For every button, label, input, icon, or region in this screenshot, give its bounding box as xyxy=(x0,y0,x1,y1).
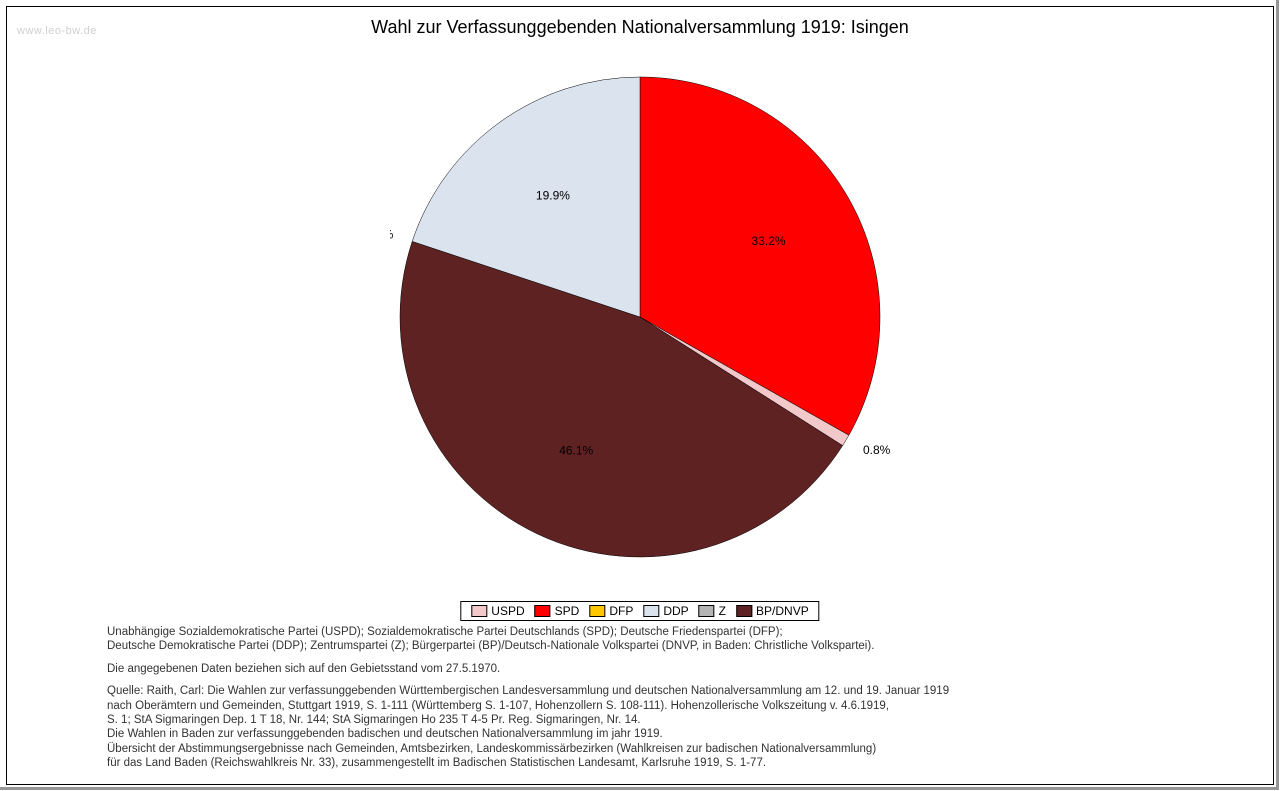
pie-label-spd: 33.2% xyxy=(752,234,786,248)
legend-swatch xyxy=(535,605,551,617)
legend-label: BP/DNVP xyxy=(756,604,809,618)
pie-chart: 33.2%0.8%46.1%0.0%19.9%0.0% xyxy=(390,67,890,567)
pie-label-uspd: 0.8% xyxy=(863,443,890,457)
legend-swatch xyxy=(699,605,715,617)
footer-text: Unabhängige Sozialdemokratische Partei (… xyxy=(107,625,1253,778)
legend-item-spd: SPD xyxy=(535,604,580,618)
chart-frame-outer: www.leo-bw.de Wahl zur Verfassunggebende… xyxy=(0,0,1279,790)
legend-label: DDP xyxy=(663,604,688,618)
legend-label: Z xyxy=(719,604,726,618)
legend-item-bp-dnvp: BP/DNVP xyxy=(736,604,809,618)
pie-label-z: 0.0% xyxy=(390,227,394,241)
footer-party-glossary: Unabhängige Sozialdemokratische Partei (… xyxy=(107,625,1253,654)
legend-swatch xyxy=(643,605,659,617)
legend-item-ddp: DDP xyxy=(643,604,688,618)
legend-item-z: Z xyxy=(699,604,726,618)
pie-label-bp-dnvp: 46.1% xyxy=(559,444,593,458)
legend-label: USPD xyxy=(491,604,524,618)
legend-item-dfp: DFP xyxy=(589,604,633,618)
legend: USPD SPD DFP DDP Z BP/DNVP xyxy=(460,601,819,621)
legend-swatch xyxy=(736,605,752,617)
chart-frame-inner: www.leo-bw.de Wahl zur Verfassunggebende… xyxy=(6,6,1274,785)
legend-label: SPD xyxy=(555,604,580,618)
footer-source: Quelle: Raith, Carl: Die Wahlen zur verf… xyxy=(107,684,1253,770)
legend-swatch xyxy=(471,605,487,617)
legend-label: DFP xyxy=(609,604,633,618)
pie-svg: 33.2%0.8%46.1%0.0%19.9%0.0% xyxy=(390,67,890,567)
footer-date-note: Die angegebenen Daten beziehen sich auf … xyxy=(107,662,1253,676)
chart-title: Wahl zur Verfassunggebenden Nationalvers… xyxy=(7,17,1273,38)
pie-label-ddp: 19.9% xyxy=(536,189,570,203)
legend-swatch xyxy=(589,605,605,617)
legend-item-uspd: USPD xyxy=(471,604,524,618)
